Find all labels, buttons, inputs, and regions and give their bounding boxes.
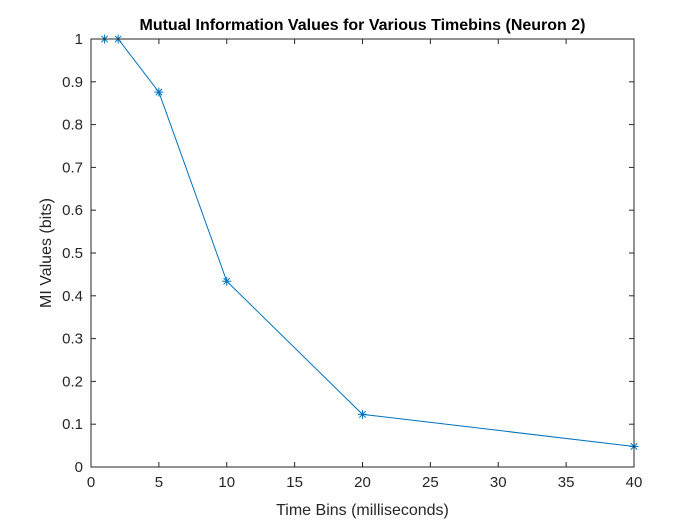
x-tick-label: 20 [354,474,371,491]
y-tick-label: 0 [75,459,83,476]
y-tick-label: 0.9 [62,74,83,91]
y-tick-label: 0.3 [62,331,83,348]
x-tick-label: 40 [626,474,643,491]
x-tick-label: 35 [558,474,575,491]
data-point-marker [222,276,232,286]
x-tick-label: 10 [218,474,235,491]
plot-frame [90,38,635,468]
x-tick-label: 15 [286,474,303,491]
data-point-marker [154,87,164,97]
y-tick-label: 0.1 [62,416,83,433]
plot-background [91,39,634,467]
x-axis-label: Time Bins (milliseconds) [276,502,449,519]
x-tick-label: 25 [422,474,439,491]
x-tick-label: 5 [155,474,163,491]
y-tick-label: 1 [75,31,83,48]
chart-title: Mutual Information Values for Various Ti… [140,17,586,34]
y-tick-label: 0.7 [62,159,83,176]
y-axis-label: MI Values (bits) [38,198,55,308]
y-tick-label: 0.5 [62,245,83,262]
x-tick-label: 0 [87,474,95,491]
y-tick-label: 0.2 [62,373,83,390]
y-tick-label: 0.4 [62,288,83,305]
y-tick-label: 0.8 [62,117,83,134]
tick-labels: 0 5 10 15 20 25 30 35 40 0 0.1 0.2 0.3 0.4 0.5 0.6 0.7 0.… [62,31,642,491]
x-tick-label: 30 [490,474,507,491]
data-point-marker [358,409,367,419]
y-tick-label: 0.6 [62,202,83,219]
